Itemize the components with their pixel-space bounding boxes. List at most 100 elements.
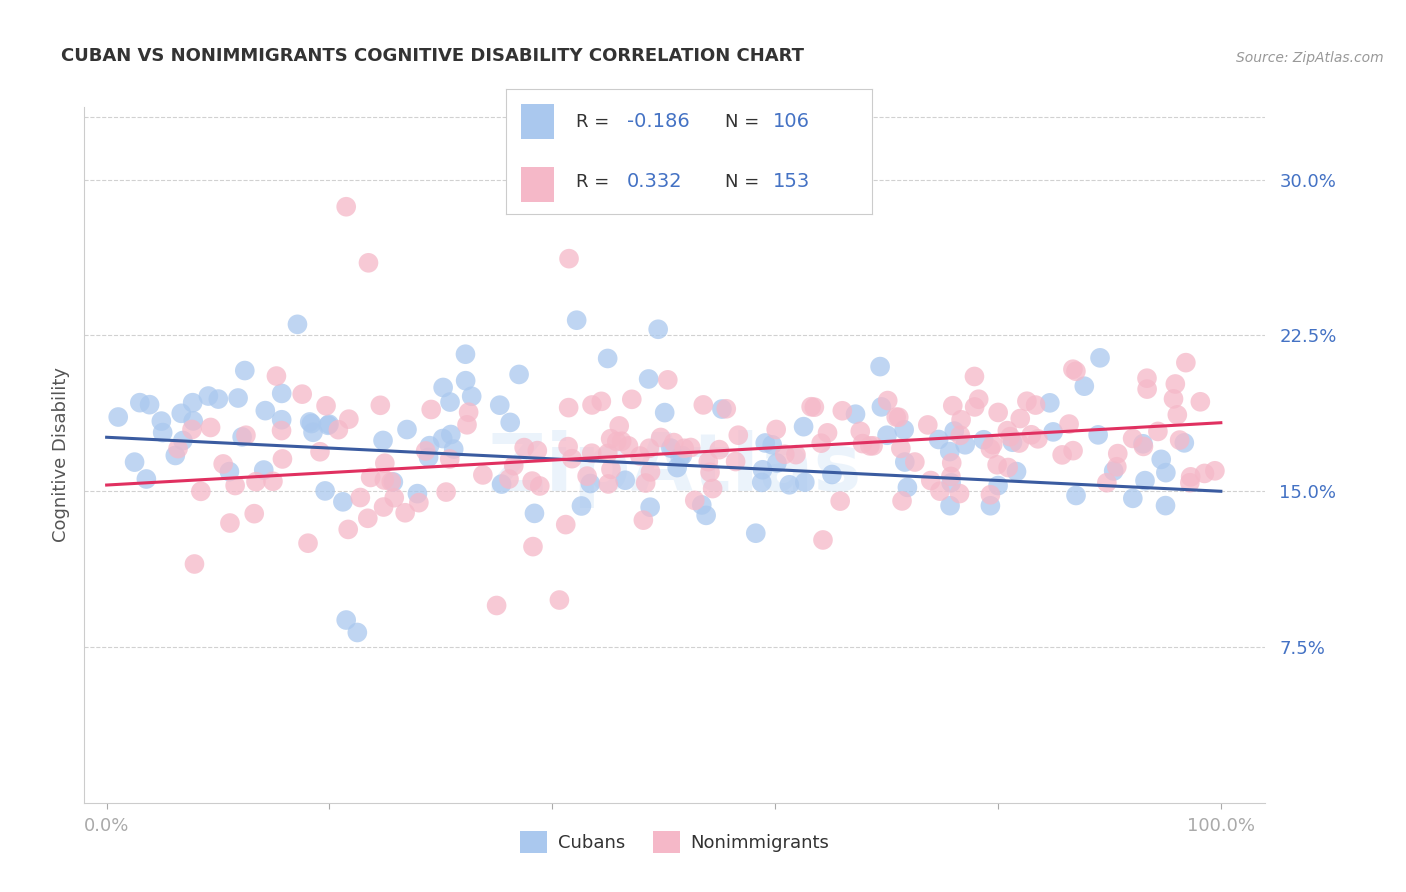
Point <box>600 462 623 476</box>
Point <box>226 391 249 405</box>
Point <box>1154 499 1177 513</box>
Point <box>373 500 395 514</box>
Point <box>337 523 360 537</box>
Point <box>471 467 494 482</box>
Point <box>754 436 776 450</box>
Point <box>800 400 823 414</box>
Point <box>896 480 918 494</box>
Point <box>606 434 628 449</box>
Point <box>440 427 463 442</box>
Point <box>498 472 520 486</box>
Point <box>1005 465 1028 479</box>
Point <box>357 256 380 270</box>
Point <box>876 393 898 408</box>
Point <box>844 407 866 421</box>
Text: R =: R = <box>575 112 614 130</box>
Point <box>346 625 368 640</box>
Point <box>233 363 256 377</box>
Point <box>657 373 679 387</box>
Point <box>219 516 242 530</box>
Point <box>1132 439 1154 453</box>
Point <box>554 517 576 532</box>
Point <box>876 428 898 442</box>
Point <box>197 389 219 403</box>
Point <box>998 430 1021 444</box>
Point <box>949 428 972 442</box>
Point <box>862 439 884 453</box>
Point <box>165 449 187 463</box>
Point <box>1026 432 1049 446</box>
Point <box>979 488 1001 502</box>
Point <box>943 424 966 438</box>
Text: N =: N = <box>725 112 765 130</box>
Point <box>513 441 536 455</box>
Point <box>659 441 682 455</box>
Point <box>811 533 834 547</box>
Text: 0.332: 0.332 <box>627 172 682 191</box>
Point <box>1147 425 1170 439</box>
Point <box>298 415 321 429</box>
Point <box>1001 435 1024 450</box>
Point <box>953 438 976 452</box>
Point <box>371 434 394 448</box>
Point <box>253 463 276 477</box>
Point <box>1064 364 1087 378</box>
Point <box>408 496 430 510</box>
Point <box>654 406 676 420</box>
Point <box>357 511 380 525</box>
Point <box>987 405 1010 419</box>
Point <box>370 398 392 412</box>
Point <box>434 485 457 500</box>
Point <box>1087 428 1109 442</box>
Point <box>581 398 603 412</box>
Point <box>172 434 194 448</box>
Point <box>939 469 962 483</box>
Point <box>963 369 986 384</box>
Point <box>702 482 724 496</box>
Point <box>1173 435 1195 450</box>
Text: R =: R = <box>575 173 614 191</box>
Point <box>939 475 962 490</box>
Point <box>1107 447 1129 461</box>
Point <box>395 423 418 437</box>
Point <box>598 477 620 491</box>
Point <box>1122 431 1144 445</box>
Point <box>460 389 482 403</box>
Point <box>637 372 659 386</box>
Point <box>821 467 844 482</box>
Point <box>1050 448 1073 462</box>
Point <box>941 456 963 470</box>
Point <box>986 458 1008 472</box>
Point <box>231 430 253 444</box>
Text: ZipAtlas: ZipAtlas <box>488 430 862 508</box>
Point <box>793 475 815 490</box>
Point <box>596 351 619 366</box>
Point <box>235 428 257 442</box>
Point <box>679 441 702 455</box>
Point <box>640 465 662 479</box>
Point <box>491 477 513 491</box>
Point <box>778 477 800 491</box>
Point <box>128 395 150 409</box>
Y-axis label: Cognitive Disability: Cognitive Disability <box>52 368 70 542</box>
Point <box>669 450 692 464</box>
Legend: Cubans, Nonimmigrants: Cubans, Nonimmigrants <box>513 823 837 860</box>
Point <box>634 475 657 490</box>
Point <box>628 449 651 463</box>
Point <box>328 423 350 437</box>
Point <box>662 435 685 450</box>
Point <box>1073 379 1095 393</box>
Text: CUBAN VS NONIMMIGRANTS COGNITIVE DISABILITY CORRELATION CHART: CUBAN VS NONIMMIGRANTS COGNITIVE DISABIL… <box>60 47 804 65</box>
Point <box>1204 464 1226 478</box>
Point <box>851 436 873 450</box>
Point <box>766 456 789 470</box>
Point <box>1057 417 1080 431</box>
Point <box>1102 464 1125 478</box>
Point <box>1088 351 1111 365</box>
Point <box>683 493 706 508</box>
Point <box>817 425 839 440</box>
Point <box>650 430 672 444</box>
Point <box>893 423 915 437</box>
Point <box>557 401 579 415</box>
Point <box>997 460 1019 475</box>
